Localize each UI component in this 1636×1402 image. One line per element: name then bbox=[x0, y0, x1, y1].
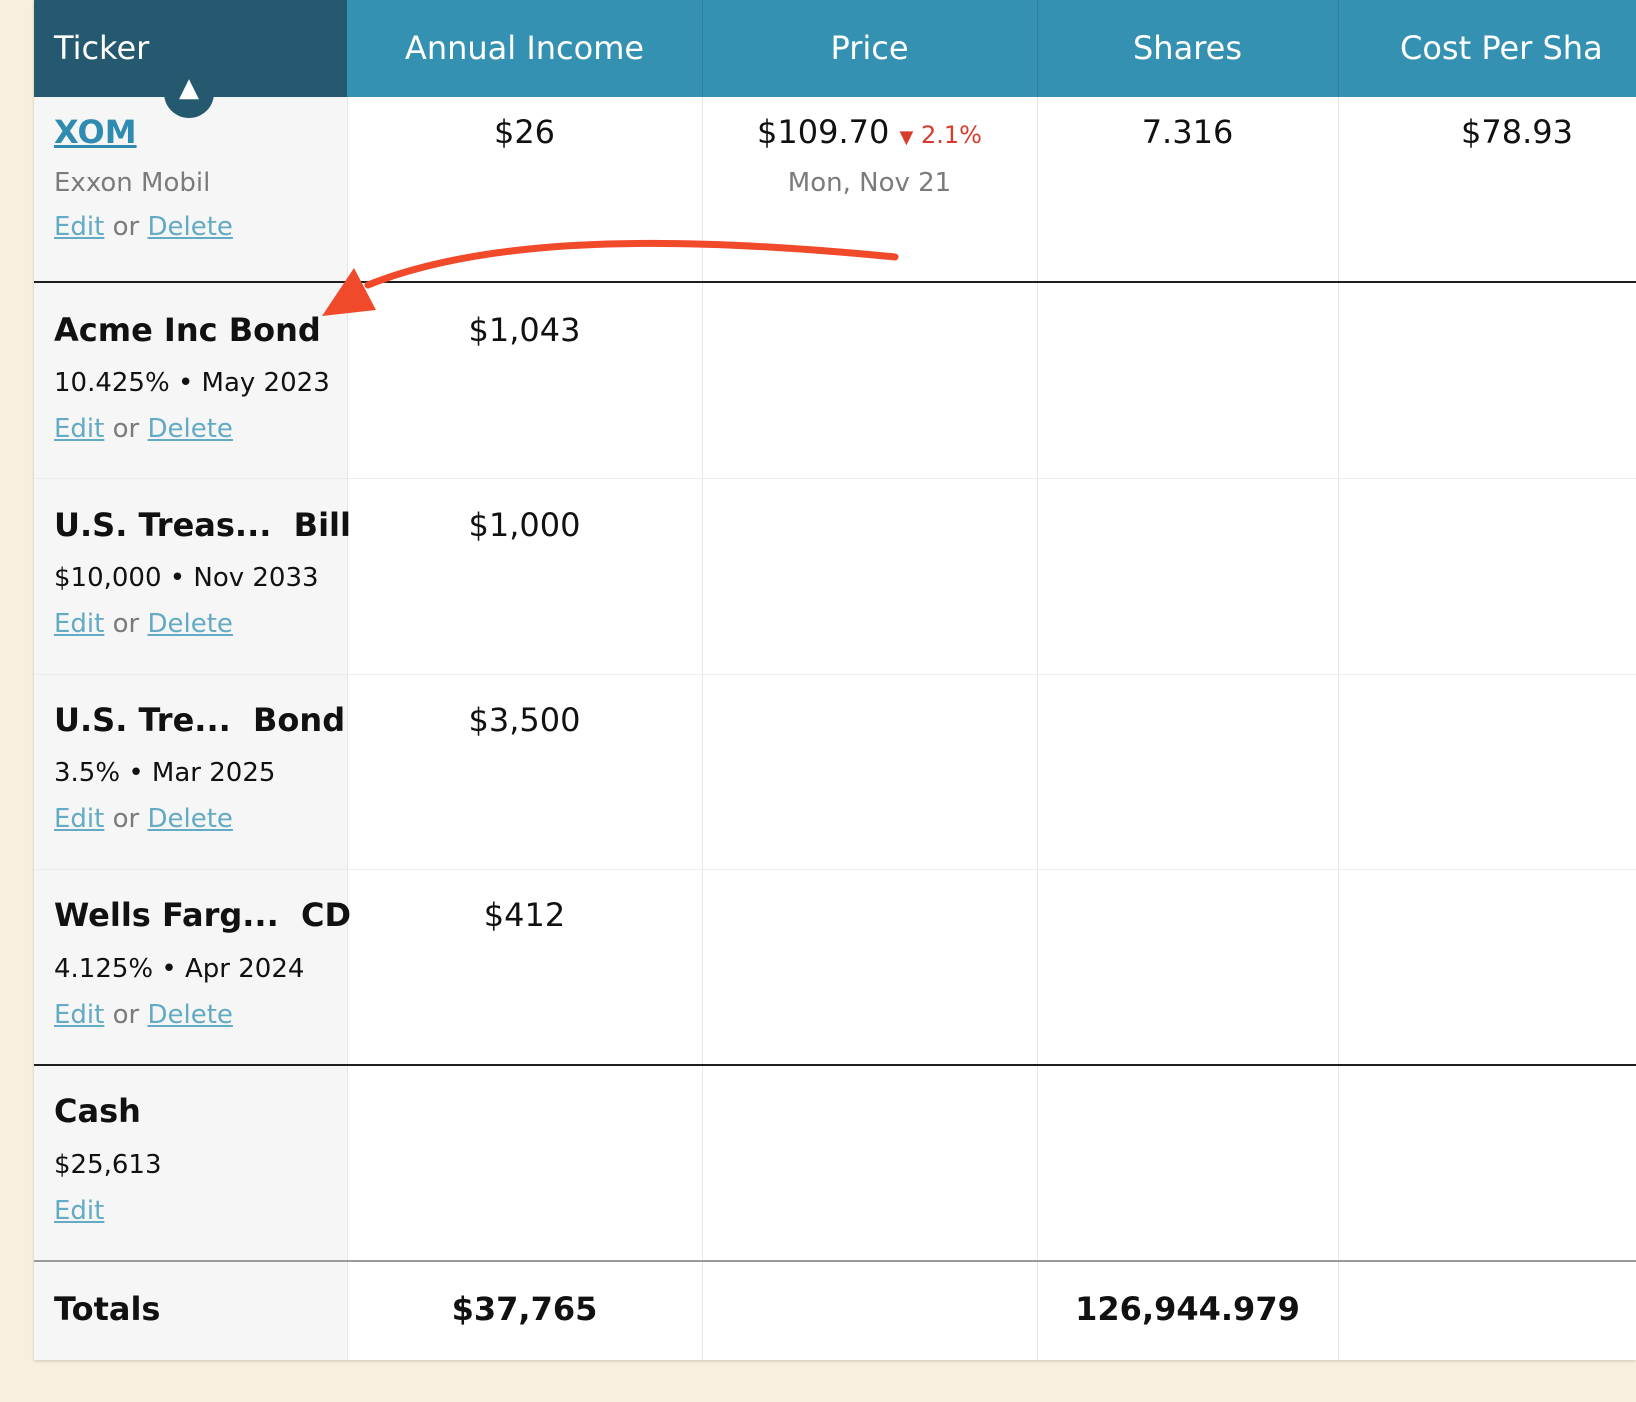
row-divider bbox=[34, 1064, 1636, 1066]
price-change-value: 2.1% bbox=[921, 121, 982, 149]
annual-income-value: $3,500 bbox=[468, 701, 581, 739]
holding-name: Acme Inc Bond bbox=[54, 311, 321, 349]
edit-link[interactable]: Edit bbox=[54, 804, 105, 834]
delete-link[interactable]: Delete bbox=[147, 212, 233, 242]
ticker-column-background bbox=[34, 0, 347, 1360]
row-actions: Edit or Delete bbox=[54, 804, 233, 834]
row-actions: Edit or Delete bbox=[54, 609, 233, 639]
edit-link[interactable]: Edit bbox=[54, 609, 105, 639]
column-header-shares[interactable]: Shares bbox=[1037, 0, 1338, 97]
row-divider bbox=[34, 869, 1636, 870]
company-name: Exxon Mobil bbox=[54, 168, 211, 198]
totals-annual-income: $37,765 bbox=[451, 1290, 598, 1328]
holding-name: Wells Farg... CD bbox=[54, 896, 352, 934]
annual-income-value: $26 bbox=[493, 113, 556, 151]
sort-indicator: ▲ bbox=[179, 73, 199, 103]
grid-line bbox=[1037, 97, 1038, 1360]
or-text: or bbox=[112, 609, 140, 639]
annual-income-value: $1,043 bbox=[468, 311, 581, 349]
column-header-ticker-label: Ticker bbox=[54, 29, 150, 67]
totals-divider bbox=[34, 1260, 1636, 1262]
totals-shares: 126,944.979 bbox=[1075, 1290, 1300, 1328]
row-divider bbox=[34, 674, 1636, 675]
totals-label: Totals bbox=[54, 1290, 161, 1328]
header-separator bbox=[1338, 0, 1339, 97]
holding-name: U.S. Treas... Bill bbox=[54, 506, 351, 544]
edit-link[interactable]: Edit bbox=[54, 212, 105, 242]
column-header-price-label: Price bbox=[830, 29, 909, 67]
sort-ascending-icon[interactable]: ▲ bbox=[164, 68, 214, 118]
holding-detail: 3.5% • Mar 2025 bbox=[54, 758, 276, 788]
row-actions: Edit bbox=[54, 1196, 104, 1226]
cost-per-share-text: $78.93 bbox=[1461, 113, 1573, 151]
holdings-table: Ticker Annual Income Price Shares Cost P… bbox=[34, 0, 1636, 1360]
row-divider bbox=[34, 478, 1636, 479]
row-divider bbox=[34, 281, 1636, 283]
ticker-link-xom[interactable]: XOM bbox=[54, 113, 137, 151]
column-header-price[interactable]: Price bbox=[702, 0, 1037, 97]
holding-name: U.S. Tre... Bond bbox=[54, 701, 346, 739]
delete-link[interactable]: Delete bbox=[147, 609, 233, 639]
grid-line bbox=[347, 97, 348, 1360]
row-actions: Edit or Delete bbox=[54, 414, 233, 444]
annual-income-value: $412 bbox=[483, 896, 566, 934]
holding-detail: 10.425% • May 2023 bbox=[54, 368, 330, 398]
price-change: ▼ 2.1% bbox=[900, 121, 982, 149]
price-date: Mon, Nov 21 bbox=[787, 168, 952, 198]
row-actions: Edit or Delete bbox=[54, 212, 233, 242]
table-header: Ticker Annual Income Price Shares Cost P… bbox=[34, 0, 1636, 97]
delete-link[interactable]: Delete bbox=[147, 414, 233, 444]
row-actions: Edit or Delete bbox=[54, 1000, 233, 1030]
header-separator bbox=[702, 0, 703, 97]
delete-link[interactable]: Delete bbox=[147, 1000, 233, 1030]
cash-edit-link[interactable]: Edit bbox=[54, 1196, 105, 1226]
column-header-shares-label: Shares bbox=[1132, 29, 1242, 67]
price-value: $109.70 bbox=[757, 113, 890, 151]
column-header-cost-per-share-label: Cost Per Sha bbox=[1400, 29, 1603, 67]
grid-line bbox=[702, 97, 703, 1360]
cash-label: Cash bbox=[54, 1092, 141, 1130]
delete-link[interactable]: Delete bbox=[147, 804, 233, 834]
annual-income-value: $1,000 bbox=[468, 506, 581, 544]
column-header-cost-per-share[interactable]: Cost Per Sha bbox=[1338, 0, 1636, 97]
holding-detail: $10,000 • Nov 2033 bbox=[54, 563, 319, 593]
cash-amount: $25,613 bbox=[54, 1150, 162, 1180]
shares-value: 7.316 bbox=[1141, 113, 1234, 151]
or-text: or bbox=[112, 804, 140, 834]
down-arrow-icon: ▼ bbox=[899, 127, 914, 148]
price-cell: $109.70 ▼ 2.1% bbox=[702, 113, 1037, 151]
holding-detail: 4.125% • Apr 2024 bbox=[54, 954, 305, 984]
column-header-annual-income-label: Annual Income bbox=[404, 29, 645, 67]
header-separator bbox=[1037, 0, 1038, 97]
edit-link[interactable]: Edit bbox=[54, 1000, 105, 1030]
table-row: XOM bbox=[54, 113, 137, 151]
or-text: or bbox=[112, 414, 140, 444]
grid-line bbox=[1338, 97, 1339, 1360]
edit-link[interactable]: Edit bbox=[54, 414, 105, 444]
column-header-annual-income[interactable]: Annual Income bbox=[347, 0, 702, 97]
or-text: or bbox=[112, 1000, 140, 1030]
or-text: or bbox=[112, 212, 140, 242]
